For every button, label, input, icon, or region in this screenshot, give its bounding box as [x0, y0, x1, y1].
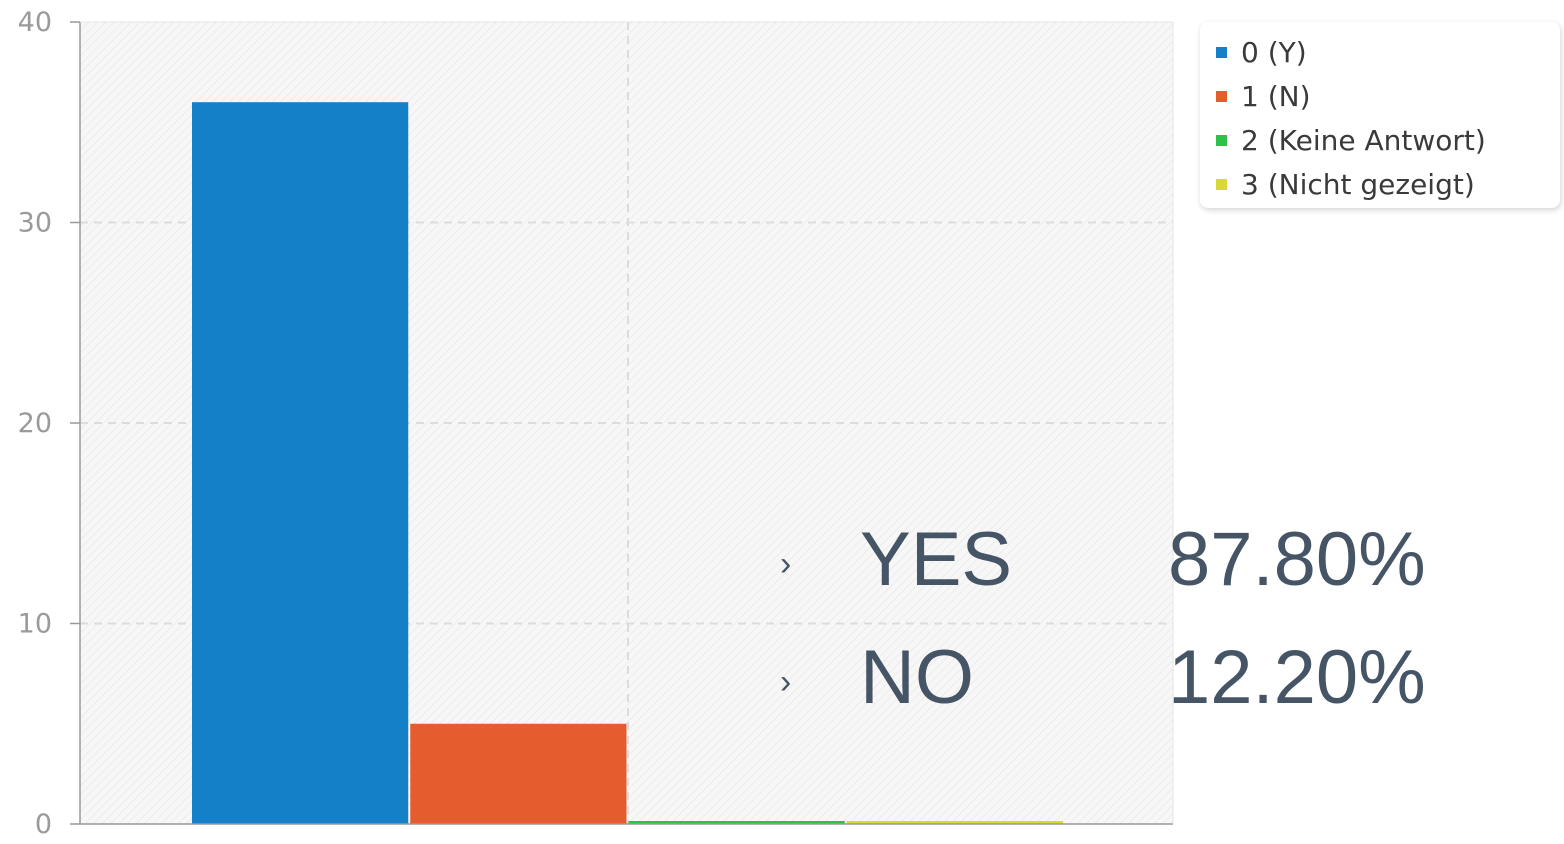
legend-label: 0 (Y) — [1241, 35, 1307, 69]
legend-item-nicht-gezeigt[interactable]: 3 (Nicht gezeigt) — [1216, 162, 1560, 206]
legend-label: 2 (Keine Antwort) — [1241, 123, 1486, 157]
legend-label: 3 (Nicht gezeigt) — [1241, 167, 1475, 201]
summary-list: › YES 87.80% › NO 12.20% — [780, 515, 1480, 751]
legend-swatch — [1216, 134, 1227, 146]
legend-swatch — [1216, 178, 1227, 190]
summary-row-yes: › YES 87.80% — [780, 515, 1480, 633]
legend-swatch — [1216, 90, 1227, 102]
bar-1[interactable] — [410, 723, 627, 824]
bullet-chevron-icon: › — [780, 663, 792, 701]
summary-label-no: NO — [860, 635, 974, 720]
summary-row-no: › NO 12.20% — [780, 633, 1480, 751]
summary-value-yes: 87.80% — [1168, 517, 1426, 602]
bullet-chevron-icon: › — [780, 545, 792, 583]
summary-value-no: 12.20% — [1168, 635, 1426, 720]
legend-item-y[interactable]: 0 (Y) — [1216, 30, 1560, 74]
y-tick-label: 30 — [18, 208, 52, 239]
bar-0[interactable] — [192, 102, 409, 824]
legend-item-keine-antwort[interactable]: 2 (Keine Antwort) — [1216, 118, 1560, 162]
bar-3[interactable] — [846, 821, 1063, 824]
legend: 0 (Y) 1 (N) 2 (Keine Antwort) 3 (Nicht g… — [1200, 22, 1560, 208]
y-tick-label: 20 — [18, 408, 52, 439]
y-tick-label: 40 — [18, 7, 52, 38]
summary-label-yes: YES — [860, 517, 1013, 602]
y-tick-label: 0 — [35, 809, 52, 840]
legend-item-n[interactable]: 1 (N) — [1216, 74, 1560, 118]
legend-label: 1 (N) — [1241, 79, 1311, 113]
y-tick-label: 10 — [18, 609, 52, 640]
legend-swatch — [1216, 46, 1227, 58]
bar-2[interactable] — [628, 821, 845, 824]
